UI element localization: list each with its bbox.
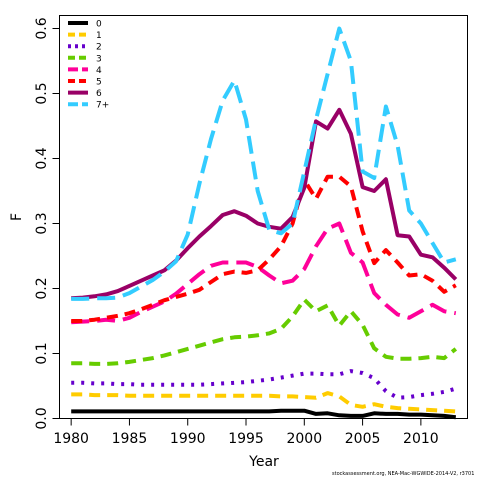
source-caption: stockassessment.org, NEA-Mac-WGWIDE-2014… [332,471,475,477]
y-tick-label: 0.2 [34,277,50,299]
legend-label-age-7plus: 7+ [96,101,109,111]
series-line-age-0 [71,408,457,420]
legend-label-age-2: 2 [96,43,102,53]
y-tick-label: 0.1 [34,342,50,364]
y-tick-label: 0.0 [34,407,50,429]
y-axis-label: F [9,213,25,221]
series-line-age-4 [71,221,457,325]
series-line-age-5 [71,174,457,323]
legend-label-age-6: 6 [96,89,102,99]
x-tick-label: 2000 [286,431,322,447]
legend-label-age-4: 4 [96,66,102,76]
legend-label-age-0: 0 [96,20,102,30]
x-tick-label: 1995 [228,431,264,447]
y-axis: 0.0 0.1 0.2 0.3 0.4 0.5 0.6 [34,17,60,430]
legend-label-age-5: 5 [96,78,102,88]
y-tick-label: 0.6 [34,17,50,39]
x-tick-label: 2010 [403,431,439,447]
series-line-age-1 [71,391,456,414]
x-axis: 1980 1985 1990 1995 2000 2005 2010 [53,418,439,447]
legend: 01 23 4 56 7+ [68,20,109,111]
y-tick-label: 0.5 [34,82,50,104]
y-tick-label: 0.3 [34,212,50,234]
x-tick-label: 1980 [53,431,89,447]
series-line-age-2 [71,369,457,400]
x-axis-label: Year [248,454,279,470]
series-layer [71,26,458,420]
x-tick-label: 2005 [345,431,381,447]
y-tick-label: 0.4 [34,147,50,169]
series-line-age-7plus [71,26,457,301]
legend-label-age-1: 1 [96,31,102,41]
legend-label-age-3: 3 [96,54,102,64]
x-tick-label: 1990 [170,431,206,447]
series-line-age-6 [71,107,458,301]
series-line-age-3 [71,297,458,366]
x-tick-label: 1985 [112,431,148,447]
